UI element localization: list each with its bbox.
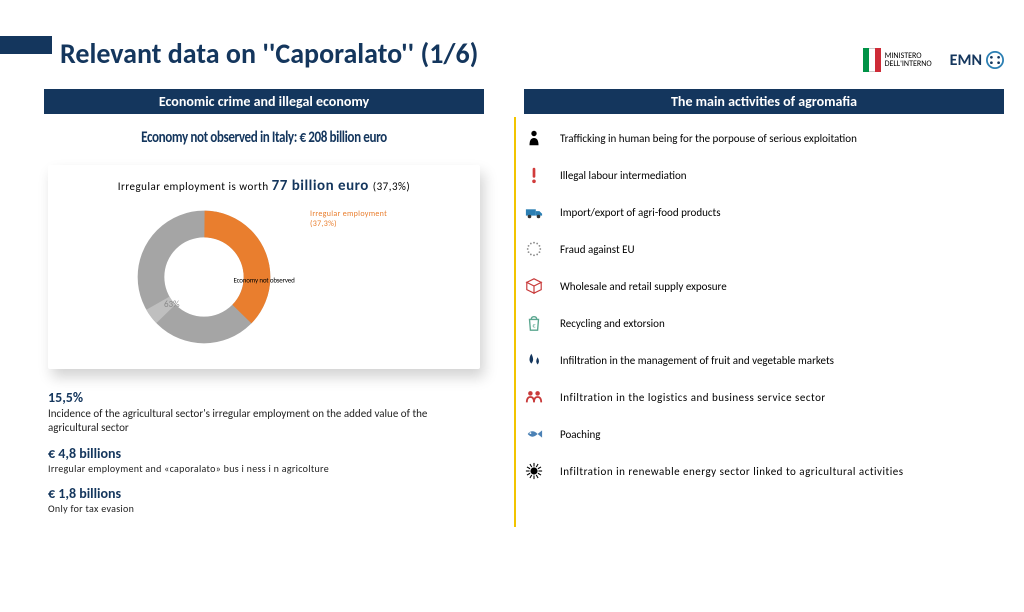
emn-circle-icon (986, 51, 1004, 69)
stats-area: 15,5%Incidence of the agricultural secto… (44, 389, 484, 516)
activity-row: Infiltration in renewable energy sector … (524, 461, 1004, 481)
irregular-post: (37,3%) (373, 180, 411, 193)
activity-text: Trafficking in human being for the porpo… (560, 132, 857, 145)
exclaim-icon (525, 166, 543, 184)
dotcircle-icon (525, 240, 543, 258)
content-area: Economic crime and illegal economy Econo… (44, 89, 1004, 516)
activity-row: € Recycling and extorsion (524, 313, 1004, 333)
activity-text: Poaching (560, 428, 600, 441)
activity-icon-wrap (524, 165, 544, 185)
activity-text: Infiltration in the logistics and busine… (560, 391, 826, 404)
stat-block: € 4,8 billionsIrregular employment and «… (48, 445, 480, 476)
right-section-header: The main activities of agromafia (524, 89, 1004, 114)
activity-row: Import/export of agri-food products (524, 202, 1004, 222)
activity-icon-wrap (524, 239, 544, 259)
activity-icon-wrap (524, 202, 544, 222)
activity-text: Wholesale and retail supply exposure (560, 280, 727, 293)
activity-icon-wrap (524, 350, 544, 370)
activity-icon-wrap (524, 128, 544, 148)
donut-center-label: Economy not observed (233, 275, 294, 284)
svg-text:€: € (532, 322, 536, 330)
activity-text: Fraud against EU (560, 243, 635, 256)
left-subhead: Economy not observed in Italy: € 208 bil… (84, 128, 445, 147)
person-icon (525, 129, 543, 147)
stat-block: 15,5%Incidence of the agricultural secto… (48, 389, 480, 435)
donut-chart: Irregular employment (37,3%) 63% Economy… (134, 199, 394, 359)
logo-bar: MINISTERO DELL'INTERNO EMN (863, 48, 1004, 72)
activity-row: Trafficking in human being for the porpo… (524, 128, 1004, 148)
activity-text: Infiltration in the management of fruit … (560, 354, 834, 367)
activity-icon-wrap (524, 387, 544, 407)
stat-desc: Incidence of the agricultural sector's i… (48, 407, 480, 435)
activity-text: Illegal labour intermediation (560, 169, 687, 182)
chart-card: Irregular employment is worth 77 billion… (48, 165, 480, 369)
activity-text: Recycling and extorsion (560, 317, 665, 330)
activity-row: Infiltration in the management of fruit … (524, 350, 1004, 370)
bag-icon: € (525, 314, 543, 332)
corner-accent (0, 36, 52, 54)
logo-emn-text: EMN (950, 51, 982, 70)
stat-head: 15,5% (48, 389, 480, 406)
people-icon (525, 388, 543, 406)
left-section-header: Economic crime and illegal economy (44, 89, 484, 114)
right-column: The main activities of agromafia Traffic… (524, 89, 1004, 516)
cube-icon (525, 277, 543, 295)
activity-text: Import/export of agri-food products (560, 206, 721, 219)
donut-label-left: 63% (164, 299, 180, 310)
stat-head: € 1,8 billions (48, 485, 480, 502)
activity-row: Poaching (524, 424, 1004, 444)
left-column: Economic crime and illegal economy Econo… (44, 89, 484, 516)
fish-icon (525, 425, 543, 443)
stat-head: € 4,8 billions (48, 445, 480, 462)
logo-emn: EMN (950, 51, 1004, 70)
irregular-big: 77 billion euro (272, 177, 373, 195)
drops-icon (525, 351, 543, 369)
activity-icon-wrap (524, 276, 544, 296)
activities-list: Trafficking in human being for the porpo… (524, 128, 1004, 481)
irregular-pre: Irregular employment is worth (118, 180, 272, 193)
logo-text: DELL'INTERNO (885, 60, 932, 68)
truck-icon (525, 203, 543, 221)
activity-row: Wholesale and retail supply exposure (524, 276, 1004, 296)
stat-block: € 1,8 billionsOnly for tax evasion (48, 485, 480, 516)
donut-label-right: Irregular employment (37,3%) (310, 209, 400, 229)
column-divider (514, 117, 516, 527)
activity-icon-wrap (524, 461, 544, 481)
activity-icon-wrap (524, 424, 544, 444)
activity-row: Infiltration in the logistics and busine… (524, 387, 1004, 407)
stat-desc: Only for tax evasion (48, 503, 480, 516)
logo-ministero: MINISTERO DELL'INTERNO (863, 48, 932, 72)
activity-icon-wrap: € (524, 313, 544, 333)
irregular-employment-line: Irregular employment is worth 77 billion… (58, 177, 470, 195)
activity-row: Fraud against EU (524, 239, 1004, 259)
activity-row: Illegal labour intermediation (524, 165, 1004, 185)
sun-icon (525, 462, 543, 480)
activity-text: Infiltration in renewable energy sector … (560, 465, 904, 478)
flag-italy-icon (863, 48, 881, 72)
stat-desc: Irregular employment and «caporalato» bu… (48, 463, 480, 476)
